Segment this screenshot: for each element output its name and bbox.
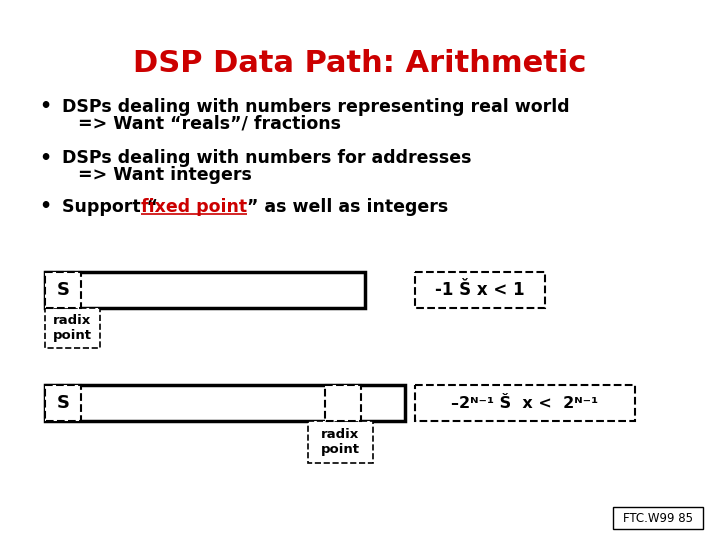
Text: S: S: [56, 394, 70, 412]
Text: Support “: Support “: [62, 198, 158, 216]
Text: –2ᴺ⁻¹ Š  x <  2ᴺ⁻¹: –2ᴺ⁻¹ Š x < 2ᴺ⁻¹: [451, 395, 598, 410]
Bar: [45, 385, 81, 421]
Text: => Want “reals”/ fractions: => Want “reals”/ fractions: [78, 115, 341, 133]
Bar: [325, 385, 361, 421]
Bar: [415, 272, 545, 308]
Text: ” as well as integers: ” as well as integers: [247, 198, 449, 216]
Bar: [308, 421, 373, 463]
Text: radix
point: radix point: [53, 314, 92, 342]
Bar: [45, 385, 405, 421]
Text: S: S: [56, 281, 70, 299]
Bar: [45, 308, 100, 348]
Bar: [613, 507, 703, 529]
Text: FTC.W99 85: FTC.W99 85: [623, 511, 693, 524]
Text: •: •: [39, 98, 51, 117]
Text: radix
point: radix point: [321, 428, 360, 456]
Text: •: •: [39, 198, 51, 217]
Bar: [45, 272, 365, 308]
Text: •: •: [39, 148, 51, 167]
Text: -1 Š x < 1: -1 Š x < 1: [435, 281, 525, 299]
Text: DSPs dealing with numbers representing real world: DSPs dealing with numbers representing r…: [62, 98, 570, 116]
Text: => Want integers: => Want integers: [78, 166, 252, 184]
Bar: [45, 272, 81, 308]
Text: DSP Data Path: Arithmetic: DSP Data Path: Arithmetic: [133, 49, 587, 78]
Text: fixed point: fixed point: [141, 198, 247, 216]
Text: DSPs dealing with numbers for addresses: DSPs dealing with numbers for addresses: [62, 149, 472, 167]
Bar: [415, 385, 635, 421]
